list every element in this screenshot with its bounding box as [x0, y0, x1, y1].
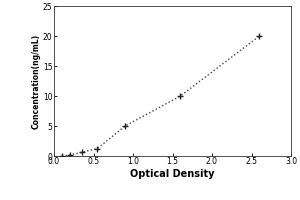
- Point: [257, 34, 262, 38]
- Point: [178, 94, 183, 98]
- Point: [68, 153, 72, 157]
- Point: [59, 154, 64, 158]
- X-axis label: Optical Density: Optical Density: [130, 169, 215, 179]
- Point: [95, 147, 100, 150]
- Point: [79, 151, 84, 154]
- Point: [123, 124, 128, 128]
- Y-axis label: Concentration(ng/mL): Concentration(ng/mL): [31, 33, 40, 129]
